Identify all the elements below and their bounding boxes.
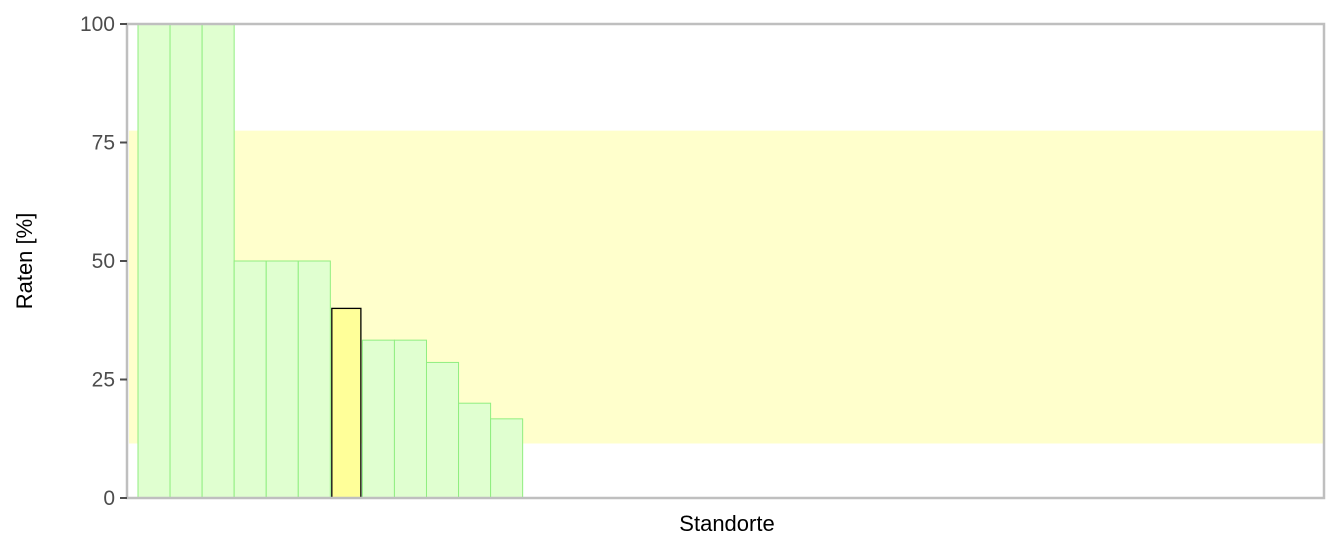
y-tick-label: 25 — [92, 369, 115, 392]
bar — [458, 402, 492, 499]
bar — [201, 23, 235, 499]
y-tick-label: 50 — [92, 250, 115, 273]
bar-highlighted — [331, 307, 362, 499]
y-tick-label: 75 — [92, 132, 115, 155]
y-axis-title: Raten [%] — [12, 213, 37, 310]
bar — [425, 361, 460, 499]
bar — [137, 23, 171, 499]
bars-group — [137, 23, 524, 499]
x-axis-title: Standorte — [679, 511, 774, 535]
bar — [265, 260, 299, 499]
bar — [393, 339, 427, 499]
bar — [361, 339, 395, 499]
bar — [169, 23, 203, 499]
y-axis: 0 25 50 75 100 — [80, 13, 127, 510]
bar — [233, 260, 267, 499]
bar — [297, 260, 331, 499]
y-tick-label: 100 — [80, 13, 115, 36]
y-tick-label: 0 — [103, 487, 115, 510]
bar — [490, 418, 524, 499]
